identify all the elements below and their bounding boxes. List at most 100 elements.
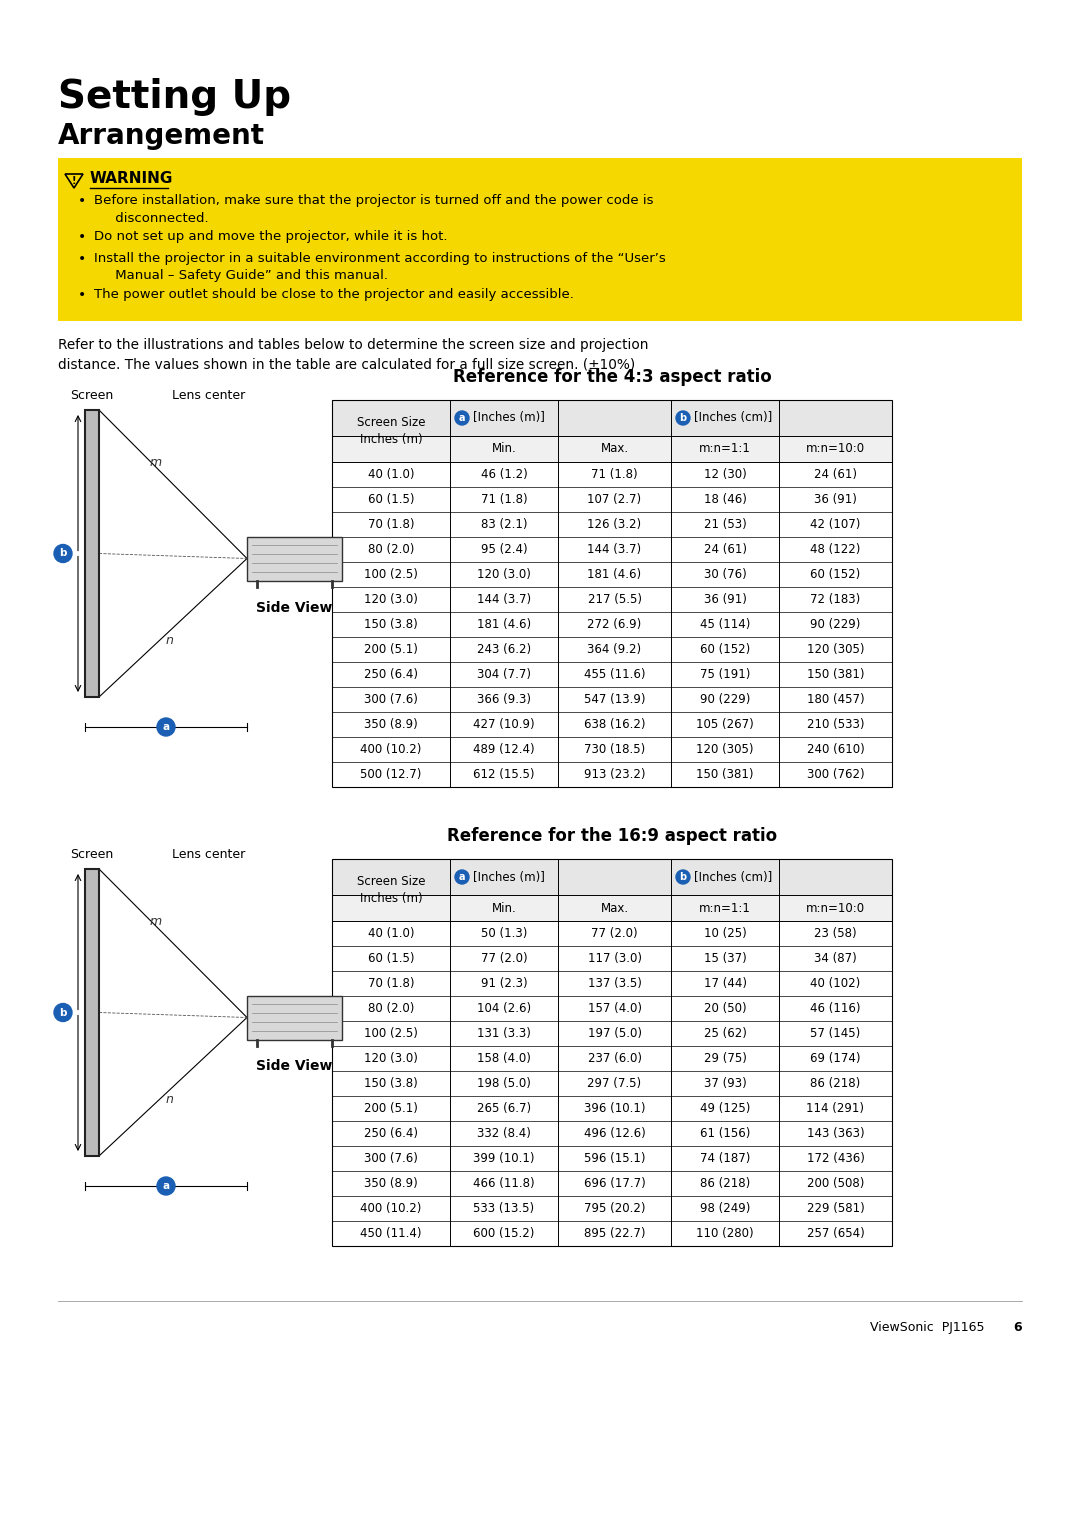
Text: 49 (125): 49 (125) bbox=[700, 1102, 751, 1115]
Text: a: a bbox=[459, 872, 465, 882]
Text: 217 (5.5): 217 (5.5) bbox=[588, 593, 642, 607]
Text: m:n=1:1: m:n=1:1 bbox=[699, 902, 751, 914]
Text: 98 (249): 98 (249) bbox=[700, 1203, 751, 1215]
Text: 23 (58): 23 (58) bbox=[814, 927, 856, 940]
Text: 500 (12.7): 500 (12.7) bbox=[361, 769, 421, 781]
Text: Max.: Max. bbox=[600, 902, 629, 914]
Text: a: a bbox=[459, 413, 465, 423]
Text: b: b bbox=[59, 1007, 67, 1018]
Text: 131 (3.3): 131 (3.3) bbox=[477, 1027, 531, 1041]
Text: 496 (12.6): 496 (12.6) bbox=[583, 1128, 646, 1140]
Text: 126 (3.2): 126 (3.2) bbox=[588, 518, 642, 532]
Text: 60 (152): 60 (152) bbox=[810, 568, 861, 581]
Text: 257 (654): 257 (654) bbox=[807, 1227, 864, 1241]
Text: 45 (114): 45 (114) bbox=[700, 617, 751, 631]
Text: Side View: Side View bbox=[256, 601, 333, 614]
Circle shape bbox=[54, 1004, 72, 1022]
Text: 25 (62): 25 (62) bbox=[703, 1027, 746, 1041]
Text: 74 (187): 74 (187) bbox=[700, 1152, 751, 1164]
Text: Arrangement: Arrangement bbox=[58, 122, 265, 150]
Text: 300 (762): 300 (762) bbox=[807, 769, 864, 781]
Text: 15 (37): 15 (37) bbox=[704, 952, 746, 966]
Text: 350 (8.9): 350 (8.9) bbox=[364, 718, 418, 730]
Text: [Inches (cm)]: [Inches (cm)] bbox=[694, 411, 772, 425]
Circle shape bbox=[157, 1177, 175, 1195]
Text: 71 (1.8): 71 (1.8) bbox=[481, 494, 527, 506]
Text: 86 (218): 86 (218) bbox=[700, 1177, 751, 1190]
Text: 77 (2.0): 77 (2.0) bbox=[481, 952, 527, 966]
Text: 46 (1.2): 46 (1.2) bbox=[481, 468, 527, 481]
Text: 36 (91): 36 (91) bbox=[814, 494, 856, 506]
Text: 638 (16.2): 638 (16.2) bbox=[584, 718, 645, 730]
Text: 533 (13.5): 533 (13.5) bbox=[473, 1203, 535, 1215]
Text: 181 (4.6): 181 (4.6) bbox=[588, 568, 642, 581]
Text: 250 (6.4): 250 (6.4) bbox=[364, 1128, 418, 1140]
Text: 100 (2.5): 100 (2.5) bbox=[364, 568, 418, 581]
Text: 180 (457): 180 (457) bbox=[807, 694, 864, 706]
Text: 90 (229): 90 (229) bbox=[810, 617, 861, 631]
Text: 895 (22.7): 895 (22.7) bbox=[584, 1227, 645, 1241]
Text: •: • bbox=[78, 287, 86, 303]
Text: 450 (11.4): 450 (11.4) bbox=[361, 1227, 422, 1241]
Text: Do not set up and move the projector, while it is hot.: Do not set up and move the projector, wh… bbox=[94, 231, 447, 243]
Text: 297 (7.5): 297 (7.5) bbox=[588, 1077, 642, 1089]
Text: 50 (1.3): 50 (1.3) bbox=[481, 927, 527, 940]
Text: 37 (93): 37 (93) bbox=[704, 1077, 746, 1089]
Text: 157 (4.0): 157 (4.0) bbox=[588, 1002, 642, 1015]
Text: Before installation, make sure that the projector is turned off and the power co: Before installation, make sure that the … bbox=[94, 194, 653, 225]
Text: 17 (44): 17 (44) bbox=[703, 976, 746, 990]
Bar bbox=[332, 895, 892, 921]
Text: 77 (2.0): 77 (2.0) bbox=[591, 927, 638, 940]
Text: 466 (11.8): 466 (11.8) bbox=[473, 1177, 535, 1190]
Text: a: a bbox=[162, 1181, 170, 1190]
Text: m:n=10:0: m:n=10:0 bbox=[806, 902, 865, 914]
Text: 120 (3.0): 120 (3.0) bbox=[364, 1051, 418, 1065]
Text: 400 (10.2): 400 (10.2) bbox=[361, 743, 421, 756]
Text: 30 (76): 30 (76) bbox=[704, 568, 746, 581]
Text: b: b bbox=[679, 413, 687, 423]
Text: m:n=1:1: m:n=1:1 bbox=[699, 443, 751, 455]
Text: 144 (3.7): 144 (3.7) bbox=[588, 542, 642, 556]
Text: 229 (581): 229 (581) bbox=[807, 1203, 864, 1215]
Bar bbox=[58, 157, 1022, 321]
Text: b: b bbox=[59, 549, 67, 559]
Text: 72 (183): 72 (183) bbox=[810, 593, 861, 607]
Text: 90 (229): 90 (229) bbox=[700, 694, 751, 706]
Text: m:n=10:0: m:n=10:0 bbox=[806, 443, 865, 455]
Text: 427 (10.9): 427 (10.9) bbox=[473, 718, 535, 730]
Text: 24 (61): 24 (61) bbox=[814, 468, 858, 481]
Text: m: m bbox=[149, 915, 161, 927]
Text: 69 (174): 69 (174) bbox=[810, 1051, 861, 1065]
Text: 137 (3.5): 137 (3.5) bbox=[588, 976, 642, 990]
Text: !: ! bbox=[71, 176, 77, 186]
Text: 237 (6.0): 237 (6.0) bbox=[588, 1051, 642, 1065]
Bar bbox=[247, 536, 342, 581]
Text: Screen Size
Inches (m): Screen Size Inches (m) bbox=[356, 416, 426, 446]
Text: a: a bbox=[162, 723, 170, 732]
Text: 240 (610): 240 (610) bbox=[807, 743, 864, 756]
Text: 21 (53): 21 (53) bbox=[704, 518, 746, 532]
Text: 40 (1.0): 40 (1.0) bbox=[368, 927, 415, 940]
Text: 158 (4.0): 158 (4.0) bbox=[477, 1051, 531, 1065]
Text: 75 (191): 75 (191) bbox=[700, 668, 751, 681]
Text: 144 (3.7): 144 (3.7) bbox=[477, 593, 531, 607]
Text: 150 (3.8): 150 (3.8) bbox=[364, 1077, 418, 1089]
Text: 40 (102): 40 (102) bbox=[810, 976, 861, 990]
Text: 120 (305): 120 (305) bbox=[807, 643, 864, 656]
Circle shape bbox=[455, 869, 469, 885]
Text: 366 (9.3): 366 (9.3) bbox=[477, 694, 531, 706]
Text: 104 (2.6): 104 (2.6) bbox=[477, 1002, 531, 1015]
Text: •: • bbox=[78, 252, 86, 266]
Text: 150 (381): 150 (381) bbox=[807, 668, 864, 681]
Bar bbox=[332, 400, 892, 787]
Text: 696 (17.7): 696 (17.7) bbox=[583, 1177, 646, 1190]
Text: •: • bbox=[78, 231, 86, 244]
Text: 36 (91): 36 (91) bbox=[703, 593, 746, 607]
Text: 730 (18.5): 730 (18.5) bbox=[584, 743, 645, 756]
Text: 197 (5.0): 197 (5.0) bbox=[588, 1027, 642, 1041]
Text: 913 (23.2): 913 (23.2) bbox=[584, 769, 645, 781]
Text: 20 (50): 20 (50) bbox=[704, 1002, 746, 1015]
Text: Screen Size
Inches (m): Screen Size Inches (m) bbox=[356, 876, 426, 905]
Text: WARNING: WARNING bbox=[90, 171, 174, 186]
Text: 600 (15.2): 600 (15.2) bbox=[473, 1227, 535, 1241]
